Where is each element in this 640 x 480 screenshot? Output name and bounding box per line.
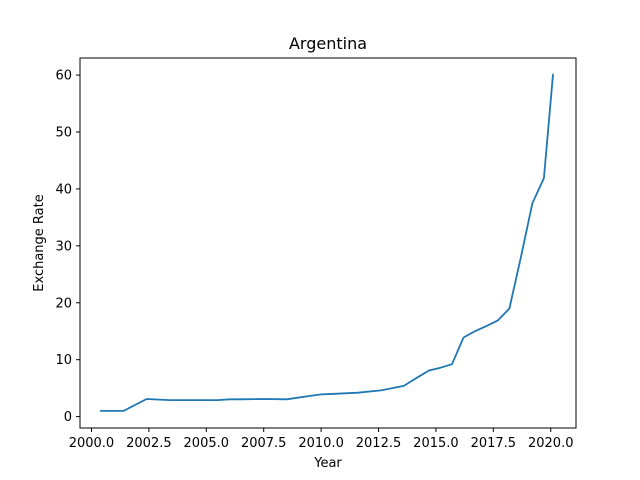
x-tick-label: 2015.0 (413, 436, 459, 451)
chart-title: Argentina (289, 34, 367, 53)
x-tick-label: 2005.0 (184, 436, 230, 451)
axis-ticks: 2000.0 2002.5 2005.0 2007.5 2010.0 2012.5 2015… (55, 69, 573, 451)
y-tick-label: 50 (55, 126, 72, 141)
y-tick-label: 30 (55, 239, 72, 254)
x-tick-label: 2012.5 (356, 436, 402, 451)
x-tick-label: 2010.0 (298, 436, 344, 451)
y-tick-label: 40 (55, 182, 72, 197)
y-tick-label: 60 (55, 69, 72, 84)
y-axis-label: Exchange Rate (32, 194, 47, 291)
y-tick-label: 20 (55, 296, 72, 311)
x-tick-label: 2002.5 (126, 436, 172, 451)
x-axis-label: Year (313, 456, 342, 471)
series-line (99, 73, 554, 412)
x-tick-label: 2000.0 (69, 436, 115, 451)
plot-area (99, 73, 554, 412)
x-tick-label: 2017.5 (471, 436, 517, 451)
plot-frame (79, 57, 577, 429)
y-tick-label: 0 (64, 410, 72, 425)
x-tick-label: 2020.0 (528, 436, 574, 451)
x-tick-label: 2007.5 (241, 436, 287, 451)
y-tick-label: 10 (55, 353, 72, 368)
